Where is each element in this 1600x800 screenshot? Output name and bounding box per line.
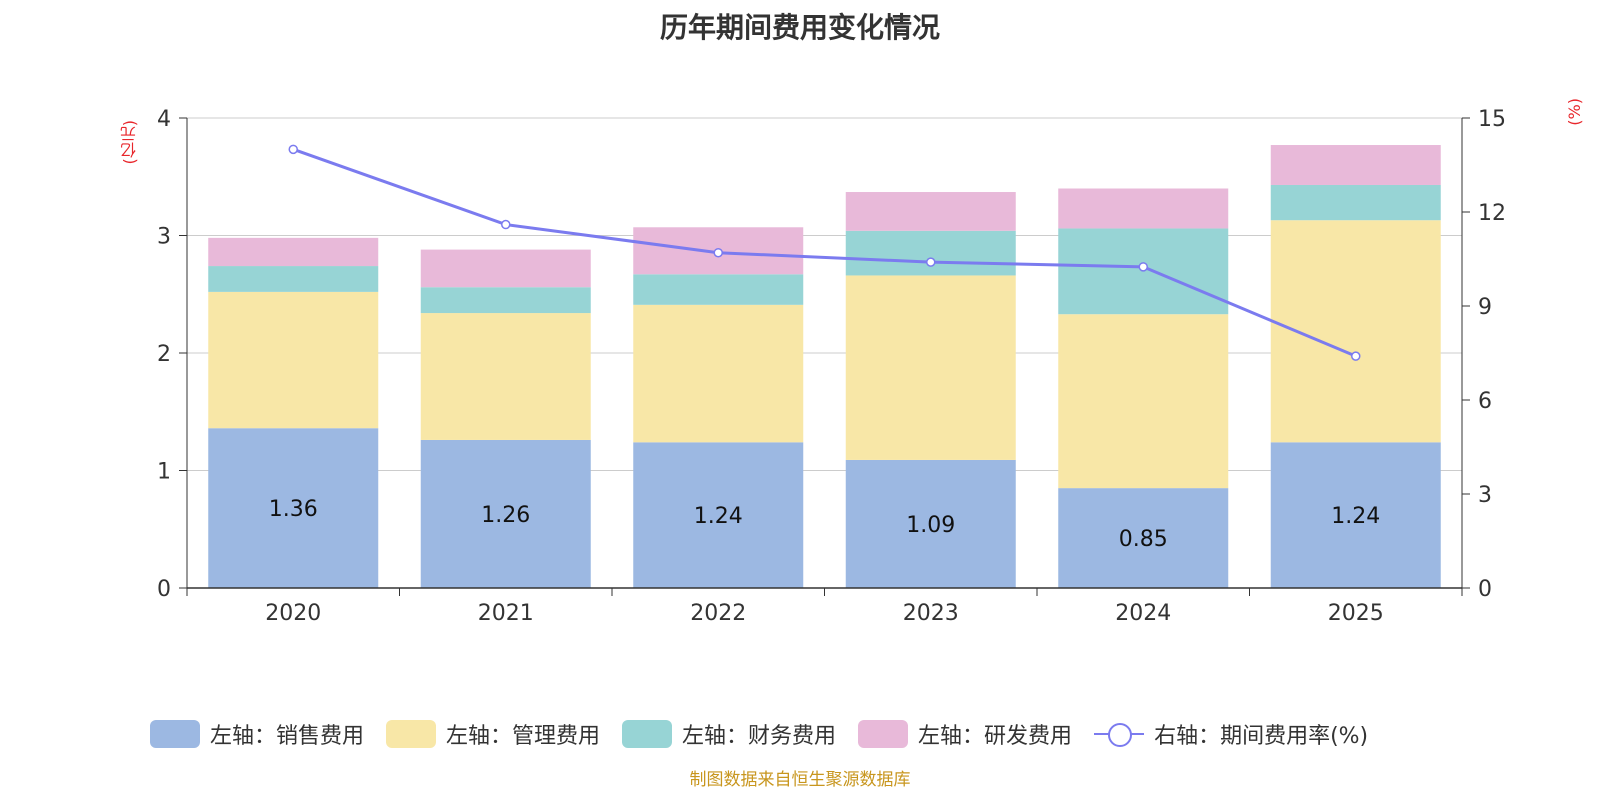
- left-axis-tick-label: 0: [157, 577, 171, 602]
- bar-value-label: 1.09: [906, 513, 955, 538]
- bar-segment: [845, 459, 1016, 588]
- bar-segment: [420, 439, 591, 588]
- bar-value-label: 1.24: [694, 504, 743, 529]
- expense-rate-point: [501, 219, 511, 230]
- bar-segment: [420, 313, 591, 440]
- right-axis-tick-label: 6: [1478, 389, 1492, 414]
- right-axis-tick-label: 0: [1478, 577, 1492, 602]
- bar-segment: [633, 442, 804, 588]
- legend-item-sales[interactable]: 左轴：销售费用: [150, 718, 364, 750]
- bar-segment: [633, 304, 804, 443]
- bar-value-label: 1.24: [1331, 504, 1380, 529]
- bar-value-label: 0.85: [1119, 527, 1168, 552]
- x-axis-tick-label: 2021: [478, 601, 534, 626]
- expense-rate-point: [1351, 351, 1361, 361]
- bar-value-label: 1.36: [269, 497, 318, 522]
- x-axis-tick-label: 2023: [903, 601, 959, 626]
- bar-segment: [845, 275, 1016, 460]
- legend-swatch-admin: [386, 720, 437, 748]
- legend-item-rd[interactable]: 左轴：研发费用: [858, 718, 1072, 750]
- legend-item-expense-rate[interactable]: 右轴：期间费用率(%): [1094, 718, 1368, 750]
- legend-swatch-expense-rate: [1094, 720, 1145, 748]
- x-axis-tick-label: 2020: [265, 601, 321, 626]
- left-axis-tick-label: 1: [157, 460, 171, 485]
- legend-swatch-sales: [150, 720, 200, 748]
- x-axis-tick-label: 2025: [1328, 601, 1384, 626]
- bar-segment: [208, 237, 379, 267]
- bar-segment: [1058, 314, 1229, 489]
- legend-label-expense-rate: 右轴：期间费用率(%): [1154, 724, 1369, 749]
- expense-rate-line: [292, 147, 1357, 358]
- legend-swatch-rd: [858, 720, 909, 748]
- expense-rate-point: [1138, 262, 1148, 272]
- legend-swatch-finance: [622, 720, 673, 748]
- bar-segment: [845, 230, 1016, 276]
- bar-segment: [633, 274, 804, 305]
- left-axis-tick-label: 4: [157, 107, 171, 132]
- bar-segment: [1270, 184, 1441, 221]
- right-axis-tick-label: 3: [1478, 483, 1492, 508]
- expense-rate-point: [926, 257, 936, 267]
- legend-item-finance[interactable]: 左轴：财务费用: [622, 718, 836, 750]
- right-axis-tick-label: 15: [1478, 107, 1506, 132]
- left-axis-tick-label: 2: [157, 342, 171, 367]
- legend-label-rd: 左轴：研发费用: [918, 724, 1073, 749]
- legend: 左轴：销售费用 左轴：管理费用 左轴：财务费用 左轴：研发费用 右轴：期间费用率…: [150, 718, 1390, 750]
- bar-segment: [1270, 145, 1441, 185]
- bar-segment: [1058, 188, 1229, 229]
- left-axis-tick-label: 3: [157, 225, 171, 250]
- right-axis-tick-label: 12: [1478, 201, 1506, 226]
- expense-rate-point: [713, 247, 723, 258]
- legend-label-sales: 左轴：销售费用: [210, 724, 365, 749]
- data-source-note: 制图数据来自恒生聚源数据库: [689, 770, 911, 790]
- expense-rate-point: [288, 144, 298, 155]
- x-axis-tick-label: 2022: [690, 601, 746, 626]
- bar-segment: [208, 291, 379, 429]
- bar-segment: [845, 192, 1016, 231]
- bar-segment: [1058, 488, 1229, 588]
- legend-label-admin: 左轴：管理费用: [446, 724, 601, 749]
- right-axis-tick-label: 9: [1478, 295, 1492, 320]
- x-axis-tick-label: 2024: [1115, 601, 1171, 626]
- bar-segment: [420, 249, 591, 288]
- bar-segment: [1270, 442, 1441, 588]
- bar-value-label: 1.26: [481, 503, 530, 528]
- bar-segment: [420, 287, 591, 314]
- bar-segment: [208, 428, 379, 588]
- chart-title: 历年期间费用变化情况: [659, 11, 940, 44]
- legend-item-admin[interactable]: 左轴：管理费用: [386, 718, 600, 750]
- legend-label-finance: 左轴：财务费用: [682, 724, 837, 749]
- bar-segment: [208, 266, 379, 292]
